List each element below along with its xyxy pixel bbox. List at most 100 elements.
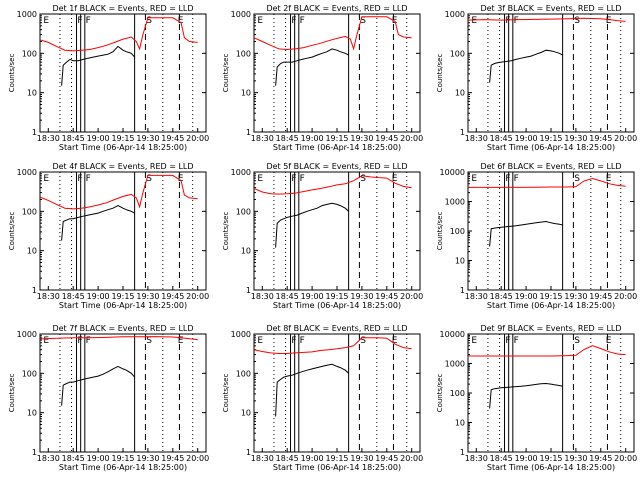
interval-marker: F — [77, 16, 82, 26]
events-series-line — [61, 365, 135, 406]
x-axis-label: Start Time (06-Apr-14 18:25:00) — [273, 301, 401, 310]
y-tick-label: 1 — [246, 128, 251, 137]
panel-title: Det 7f BLACK = Events, RED = LLD — [52, 324, 193, 333]
interval-marker: E — [392, 336, 398, 346]
x-tick-label: 19:45 — [589, 292, 612, 301]
lld-series-line — [253, 16, 412, 51]
y-tick-label: 100 — [236, 49, 251, 58]
interval-marker: F — [86, 336, 91, 346]
interval-marker: E — [257, 16, 263, 26]
x-tick-label: 19:00 — [515, 454, 538, 463]
plot-frame — [467, 13, 635, 133]
x-tick-label: 19:45 — [589, 134, 612, 143]
plot-frame — [253, 333, 421, 453]
x-tick-label: 18:30 — [465, 454, 488, 463]
interval-marker: E — [606, 16, 612, 26]
interval-marker: F — [514, 336, 519, 346]
y-tick-label: 1000 — [17, 168, 37, 177]
x-tick-label: 19:30 — [350, 454, 373, 463]
x-tick-label: 18:45 — [62, 454, 85, 463]
x-tick-label: 19:45 — [375, 292, 398, 301]
interval-marker: F — [514, 16, 519, 26]
interval-marker: E — [606, 174, 612, 184]
x-axis-label: Start Time (06-Apr-14 18:25:00) — [487, 463, 615, 472]
x-tick-label: 19:15 — [325, 454, 348, 463]
panel-title: Det 8f BLACK = Events, RED = LLD — [266, 324, 407, 333]
interval-marker: S — [360, 174, 366, 184]
plot-frame — [253, 13, 421, 133]
interval-marker: E — [178, 174, 184, 184]
panel-title: Det 1f BLACK = Events, RED = LLD — [52, 4, 193, 13]
lld-series-line — [39, 17, 198, 52]
x-tick-label: 18:45 — [276, 292, 299, 301]
interval-marker: F — [291, 16, 296, 26]
x-tick-label: 20:00 — [186, 292, 209, 301]
detector-panel: Det 9f BLACK = Events, RED = LLD 1 10 100 10… — [436, 324, 637, 472]
x-axis-label: Start Time (06-Apr-14 18:25:00) — [59, 301, 187, 310]
plot-frame — [467, 171, 635, 291]
y-tick-label: 1 — [246, 448, 251, 457]
y-tick-label: 100 — [236, 369, 251, 378]
y-axis-label: Counts/sec — [222, 54, 230, 93]
plot-frame — [39, 171, 207, 291]
y-axis-label: Counts/sec — [436, 212, 444, 251]
y-tick-label: 10 — [27, 89, 37, 98]
panel-title: Det 2f BLACK = Events, RED = LLD — [266, 4, 407, 13]
x-tick-label: 19:30 — [350, 292, 373, 301]
y-tick-label: 1000 — [445, 198, 465, 207]
interval-marker: E — [178, 16, 184, 26]
y-tick-label: 10000 — [440, 168, 465, 177]
x-tick-label: 18:30 — [251, 454, 274, 463]
interval-marker: E — [178, 336, 184, 346]
interval-marker: F — [505, 336, 510, 346]
y-tick-label: 1000 — [231, 168, 251, 177]
interval-marker: F — [77, 336, 82, 346]
x-tick-label: 18:45 — [276, 454, 299, 463]
plot-frame — [39, 333, 207, 453]
lld-series-line — [39, 336, 198, 341]
detector-panel: Det 3f BLACK = Events, RED = LLD 1 10 100 10… — [436, 4, 637, 152]
x-tick-label: 19:00 — [515, 134, 538, 143]
y-axis-label: Counts/sec — [8, 374, 16, 413]
x-tick-label: 19:45 — [375, 134, 398, 143]
panel-title: Det 3f BLACK = Events, RED = LLD — [480, 4, 621, 13]
x-tick-label: 20:00 — [614, 454, 637, 463]
x-tick-label: 18:30 — [465, 134, 488, 143]
x-tick-label: 19:30 — [136, 454, 159, 463]
x-tick-label: 20:00 — [614, 134, 637, 143]
x-tick-label: 19:30 — [350, 134, 373, 143]
y-axis-label: Counts/sec — [8, 54, 16, 93]
x-tick-label: 19:15 — [111, 292, 134, 301]
events-series-line — [489, 220, 563, 247]
interval-marker: E — [257, 174, 263, 184]
events-series-line — [275, 363, 349, 417]
x-tick-label: 18:30 — [37, 292, 60, 301]
x-tick-label: 20:00 — [400, 134, 423, 143]
x-tick-label: 19:15 — [539, 454, 562, 463]
x-tick-label: 19:45 — [161, 292, 184, 301]
y-tick-label: 100 — [450, 49, 465, 58]
y-axis-label: Counts/sec — [436, 54, 444, 93]
detector-panel: Det 2f BLACK = Events, RED = LLD 1 10 100 10… — [222, 4, 423, 152]
interval-marker: F — [514, 174, 519, 184]
interval-marker: S — [360, 16, 366, 26]
y-tick-label: 1000 — [231, 10, 251, 19]
interval-marker: F — [300, 16, 305, 26]
y-tick-label: 10 — [455, 419, 465, 428]
x-tick-label: 18:45 — [276, 134, 299, 143]
y-tick-label: 1000 — [17, 10, 37, 19]
interval-marker: S — [146, 336, 152, 346]
x-tick-label: 20:00 — [400, 292, 423, 301]
y-tick-label: 100 — [450, 227, 465, 236]
y-tick-label: 100 — [22, 49, 37, 58]
lld-series-line — [468, 177, 626, 188]
interval-marker: S — [574, 174, 580, 184]
interval-marker: E — [43, 174, 49, 184]
interval-marker: S — [360, 336, 366, 346]
x-tick-label: 19:45 — [161, 134, 184, 143]
y-tick-label: 10 — [241, 247, 251, 256]
interval-marker: F — [505, 174, 510, 184]
y-tick-label: 1 — [32, 448, 37, 457]
y-tick-label: 1 — [32, 286, 37, 295]
